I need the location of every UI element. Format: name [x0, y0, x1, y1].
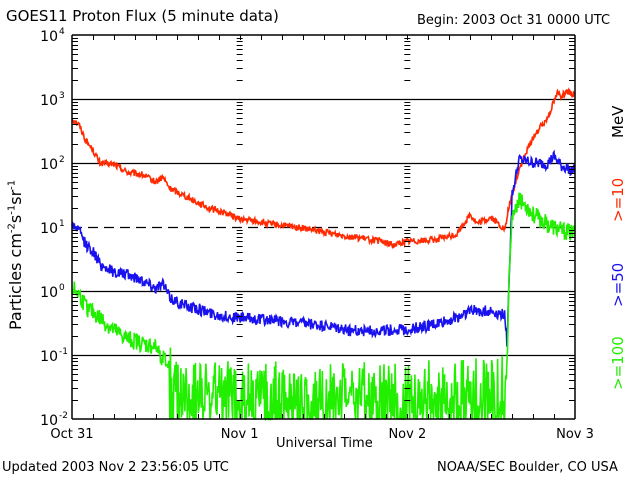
legend-ge100: >=100 — [609, 336, 627, 390]
y-label-exp2: -1 — [6, 204, 18, 215]
y-tick-base: 10 — [40, 221, 58, 237]
chart-title: GOES11 Proton Flux (5 minute data) — [6, 7, 279, 25]
y-tick-label: 10 — [40, 413, 58, 429]
y-tick-base: 10 — [40, 349, 58, 365]
y-label-exp3: -1 — [6, 179, 18, 190]
credit-text: NOAA/SEC Boulder, CO USA — [437, 460, 618, 475]
series-line-ge50 — [71, 149, 576, 347]
y-tick-exponent: 2 — [59, 155, 65, 165]
updated-timestamp: Updated 2003 Nov 2 23:56:05 UTC — [2, 460, 229, 475]
legend-ge50: >=50 — [609, 262, 627, 307]
x-tick-label: Nov 3 — [556, 427, 594, 442]
y-tick-base: 10 — [40, 157, 58, 173]
y-tick-exponent: 1 — [59, 219, 65, 229]
x-tick-labels: Oct 31 Nov 1 Nov 2 Nov 3 — [50, 427, 593, 442]
y-tick-exponent: 0 — [59, 283, 65, 293]
y-tick-label: 10 — [40, 349, 58, 365]
y-tick-label: 10 — [40, 157, 58, 173]
legend-unit: MeV — [609, 105, 627, 138]
y-axis-label: Particles cm-2s-1sr-1 — [6, 180, 25, 330]
y-label-exp1: -2 — [6, 223, 18, 234]
y-tick-base: 10 — [40, 285, 58, 301]
y-tick-exponent: 3 — [59, 91, 65, 101]
y-tick-exponent: 4 — [59, 27, 65, 37]
y-tick-label: 10 — [40, 93, 58, 109]
y-tick-base: 10 — [40, 93, 58, 109]
y-label-s: s — [6, 214, 25, 224]
y-tick-label: 10 — [40, 221, 58, 237]
y-label-sr: sr — [6, 189, 25, 205]
y-tick-base: 10 — [40, 413, 58, 429]
series-line-ge100 — [71, 192, 576, 422]
y-tick-label: 10 — [40, 285, 58, 301]
plot-frame — [71, 34, 576, 420]
x-tick-label: Oct 31 — [50, 427, 93, 442]
series-line-ge10 — [71, 87, 575, 250]
begin-time: Begin: 2003 Oct 31 0000 UTC — [417, 13, 611, 28]
y-tick-base: 10 — [40, 29, 58, 45]
x-axis-label: Universal Time — [276, 436, 373, 451]
x-tick-label: Nov 1 — [221, 427, 259, 442]
y-tick-label: 10 — [40, 29, 58, 45]
x-tick-label: Nov 2 — [388, 427, 426, 442]
y-tick-exponent: -2 — [59, 411, 68, 421]
series-lines — [71, 87, 576, 422]
legend-ge10: >=10 — [609, 177, 627, 222]
y-label-main: Particles cm — [6, 233, 25, 330]
y-tick-exponent: -1 — [59, 347, 68, 357]
